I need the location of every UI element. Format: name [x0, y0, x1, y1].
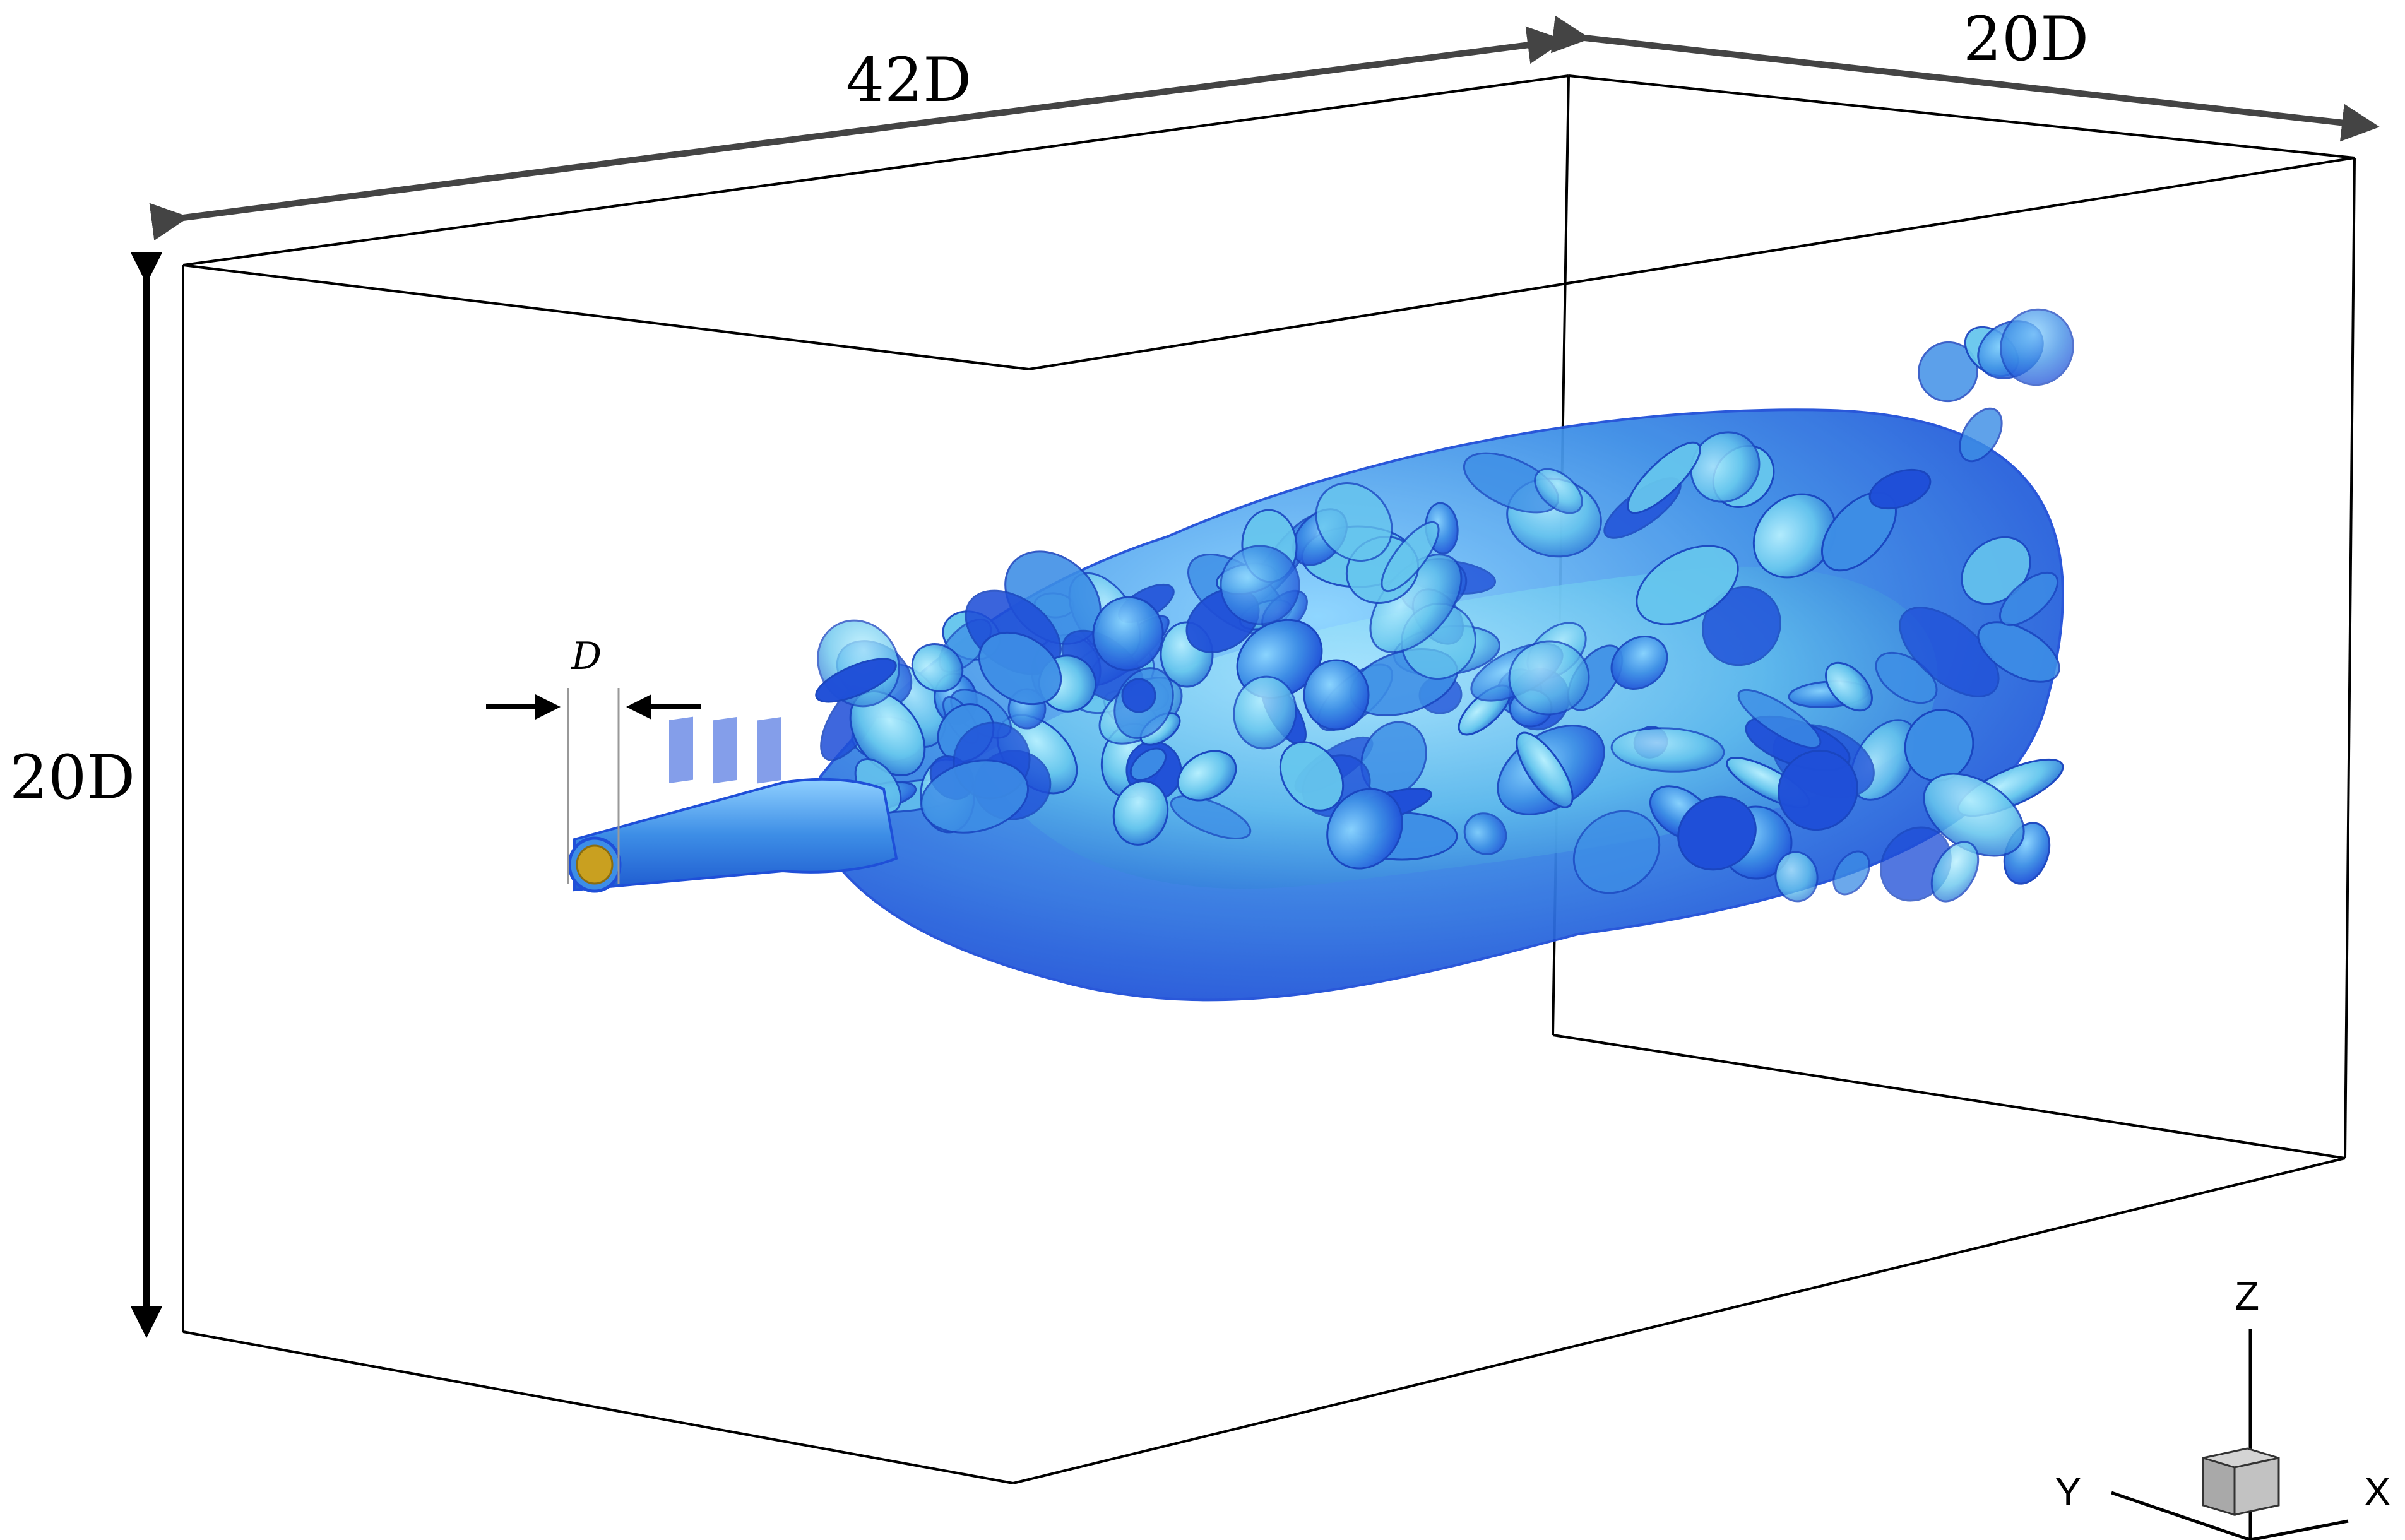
vortex-structure: [1636, 545, 1739, 625]
vortex-structure: [1868, 468, 1932, 510]
vortex-structure: [1737, 689, 1822, 749]
box-edge: [2344, 157, 2356, 1159]
nozzle: [567, 716, 898, 893]
x-axis-label: X: [2364, 1469, 2391, 1514]
box-edge: [1552, 1034, 2346, 1159]
vortex-structure: [1832, 850, 1870, 896]
vortex-structure: [1677, 795, 1757, 871]
vortex-structure: [1534, 468, 1583, 514]
box-edge: [182, 1330, 1014, 1484]
vortex-structure: [1778, 749, 1858, 831]
vortex-structure: [1121, 678, 1156, 713]
length-label: 42D: [846, 45, 971, 116]
vortex-structure: [1508, 640, 1590, 716]
width-arrow: [1550, 15, 2380, 142]
axes-triad: Z Y X: [2055, 1273, 2391, 1540]
vortex-structure: [1092, 596, 1164, 672]
vortex-structure: [1752, 493, 1837, 579]
dimension-diameter: D: [486, 634, 701, 884]
vortex-structure: [1904, 709, 1974, 782]
jet-isosurface: [815, 308, 2074, 1002]
dimension-length: 42D: [149, 26, 1565, 241]
y-axis-line: [2111, 1491, 2251, 1540]
height-label: 20D: [9, 742, 135, 813]
x-axis-line: [2250, 1519, 2349, 1540]
length-arrow: [149, 26, 1565, 241]
box-edge: [1028, 157, 2355, 370]
vortex-structure: [1825, 661, 1873, 712]
vortex-structure: [1279, 741, 1345, 812]
vortex-structure: [1930, 841, 1980, 903]
dimension-height: 20D: [9, 252, 162, 1338]
vortex-structure: [1463, 812, 1507, 855]
vortex-structure: [1381, 521, 1440, 593]
vortex-structure: [815, 658, 897, 703]
vortex-structure: [1627, 441, 1701, 514]
vortex-structure: [2000, 308, 2074, 386]
z-axis-label: Z: [2235, 1273, 2259, 1318]
vortex-structure: [1303, 659, 1370, 731]
y-axis-label: Y: [2055, 1469, 2082, 1514]
vortex-structure: [1610, 636, 1668, 690]
triad-cube-icon: [2202, 1447, 2280, 1517]
vortex-structure: [1998, 571, 2059, 627]
vortex-structure: [1977, 621, 2060, 683]
vortex-structure: [1572, 810, 1661, 894]
box-edge: [182, 264, 1030, 370]
vortex-structure: [1326, 788, 1403, 870]
box-edge: [1012, 1157, 2346, 1484]
vortex-structure: [1233, 675, 1297, 750]
vortex-structure: [1610, 727, 1725, 773]
box-edge: [1568, 74, 2355, 159]
vortex-structure: [920, 759, 1029, 834]
vortex-structure: [1170, 795, 1252, 840]
vortex-structure: [1177, 750, 1237, 802]
dimension-width: 20D: [1550, 4, 2380, 142]
vortex-structure: [1129, 747, 1167, 781]
vortex-structure: [1220, 545, 1300, 625]
vortex-structure: [1516, 732, 1574, 808]
vortex-structure: [978, 631, 1062, 706]
vortex-structure: [1959, 407, 2003, 463]
width-label: 20D: [1963, 4, 2089, 74]
vortex-structure: [1899, 607, 2000, 697]
vortex-structure: [911, 643, 964, 692]
diameter-label: D: [571, 634, 602, 678]
vortex-structure: [1112, 780, 1169, 846]
nozzle-core-face: [576, 844, 614, 885]
vortex-structure: [1315, 482, 1393, 562]
vortex-structure: [1774, 851, 1819, 903]
